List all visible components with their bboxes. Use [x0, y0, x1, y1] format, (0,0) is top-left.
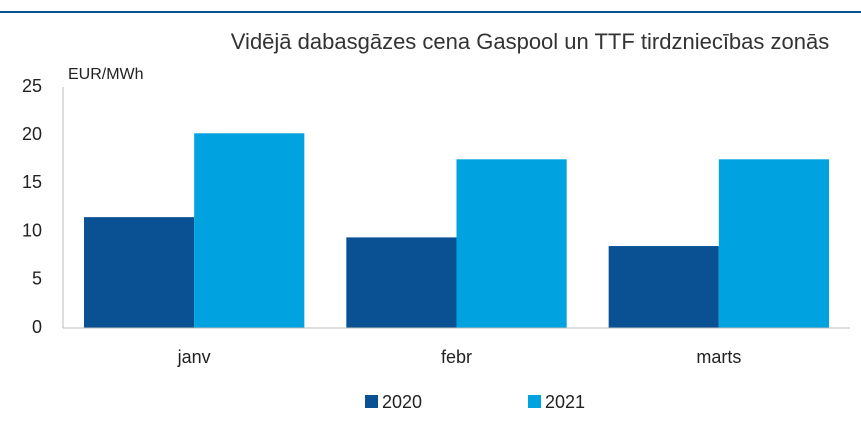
x-tick-label: febr [441, 347, 472, 367]
legend-swatch [365, 395, 378, 408]
bar [83, 217, 195, 328]
y-tick-label: 25 [22, 76, 42, 96]
y-tick-label: 0 [32, 317, 42, 337]
legend-label: 2020 [382, 392, 422, 412]
bar [608, 246, 719, 328]
y-tick-label: 5 [32, 269, 42, 289]
bar [194, 133, 305, 328]
chart-title: Vidējā dabasgāzes cena Gaspool un TTF ti… [230, 29, 830, 54]
y-tick-label: 10 [22, 220, 42, 240]
legend-swatch [528, 395, 541, 408]
y-tick-label: 20 [22, 124, 42, 144]
bar [346, 237, 457, 328]
y-axis-label: EUR/MWh [68, 66, 144, 83]
bar [718, 159, 830, 328]
x-tick-label: janv [177, 347, 211, 367]
y-tick-label: 15 [22, 172, 42, 192]
x-tick-label: marts [696, 347, 741, 367]
bar [456, 159, 567, 328]
legend-label: 2021 [545, 392, 585, 412]
